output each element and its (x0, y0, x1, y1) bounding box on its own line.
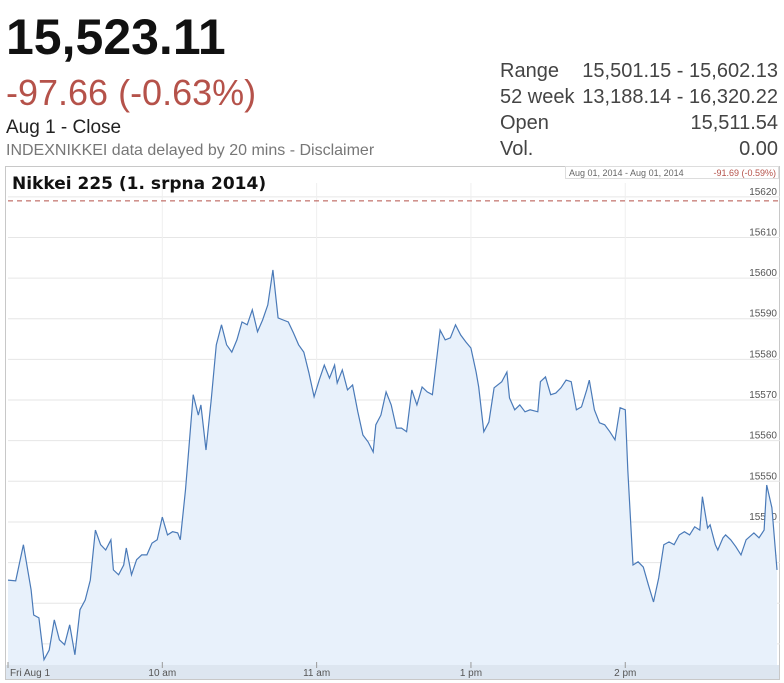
price: 15,523.11 (6, 9, 226, 65)
price-change: -97.66 (-0.63%) (6, 72, 256, 113)
range-label: Aug 01, 2014 - Aug 01, 2014 (569, 168, 684, 178)
chart-title: Nikkei 225 (1. srpna 2014) (12, 174, 266, 194)
stat-value: 13,188.14 - 16,320.22 (582, 86, 778, 108)
y-tick-label: 15570 (749, 390, 777, 401)
x-tick-label: Fri Aug 1 (10, 668, 50, 679)
stat-label: 52 week (500, 86, 575, 108)
stat-value: 15,511.54 (691, 112, 779, 134)
x-tick-label: 10 am (148, 668, 176, 679)
x-tick-label: 2 pm (614, 668, 636, 679)
y-tick-label: 15560 (749, 431, 777, 442)
y-tick-label: 15610 (749, 227, 777, 238)
y-tick-label: 15580 (749, 349, 777, 360)
legend-box (565, 166, 779, 179)
stats-table: Range 15,501.15 - 15,602.13 52 week 13,188.… (500, 60, 778, 160)
stat-label: Vol. (500, 138, 533, 160)
stat-label: Range (500, 60, 559, 82)
chart: Nikkei 225 (1. srpna 2014) Aug 01, 2014 -… (6, 166, 780, 679)
x-tick-label: 1 pm (460, 668, 482, 679)
x-axis-bar (6, 665, 779, 679)
data-note[interactable]: INDEXNIKKEI data delayed by 20 mins - Di… (6, 142, 375, 159)
x-tick-label: 11 am (303, 668, 330, 679)
y-tick-label: 15550 (749, 471, 777, 482)
area (8, 270, 777, 665)
session-label: Aug 1 - Close (6, 117, 121, 138)
line (7, 269, 778, 662)
y-tick-label: 15540 (749, 512, 777, 523)
stat-value: 15,501.15 - 15,602.13 (582, 60, 778, 82)
y-tick-label: 15590 (749, 309, 777, 320)
stat-label: Open (500, 112, 549, 134)
stat-value: 0.00 (739, 138, 778, 160)
y-tick-label: 15600 (749, 268, 777, 279)
change-label: -91.69 (-0.59%) (713, 168, 776, 178)
y-tick-label: 15620 (749, 187, 777, 198)
